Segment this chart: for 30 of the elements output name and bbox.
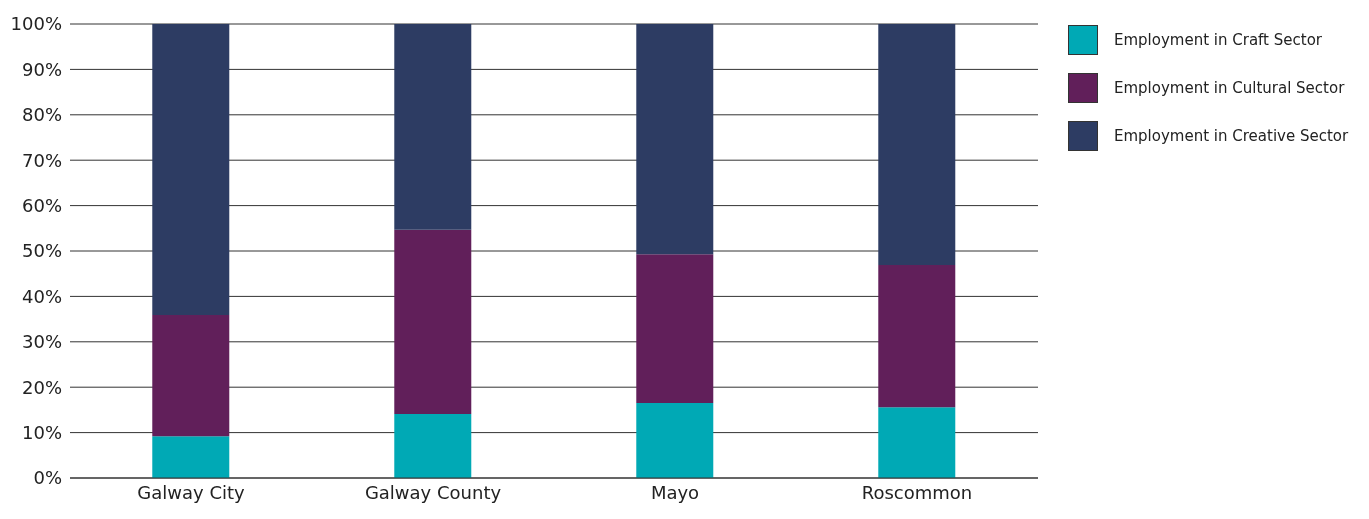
legend-label: Employment in Cultural Sector: [1114, 79, 1345, 97]
bar: [394, 229, 472, 414]
x-tick-label: Galway County: [364, 481, 502, 503]
y-tick-label: 70%: [21, 149, 62, 171]
x-tick-label: Galway City: [137, 481, 246, 503]
bar: [878, 407, 956, 478]
y-tick-label: 30%: [21, 331, 62, 353]
x-tick-label: Roscommon: [861, 481, 973, 503]
y-tick-label: 0%: [33, 467, 62, 489]
bar: [636, 24, 714, 255]
x-tick-label: Mayo: [650, 481, 700, 503]
legend-label: Employment in Creative Sector: [1114, 127, 1349, 145]
bar: [152, 436, 230, 478]
bar: [636, 254, 714, 404]
y-tick-label: 60%: [21, 194, 62, 216]
bar: [152, 315, 230, 437]
bar: [636, 403, 714, 478]
y-tick-label: 100%: [10, 13, 62, 35]
y-tick-label: 50%: [21, 240, 62, 262]
bar: [394, 413, 472, 478]
legend-label: Employment in Craft Sector: [1114, 31, 1322, 49]
bar: [878, 24, 956, 266]
y-tick-label: 90%: [21, 58, 62, 80]
y-tick-label: 20%: [21, 376, 62, 398]
y-tick-label: 40%: [21, 285, 62, 307]
y-tick-label: 80%: [21, 104, 62, 126]
bar: [878, 265, 956, 408]
bar: [152, 24, 230, 316]
y-tick-label: 10%: [21, 421, 62, 443]
bar: [394, 24, 472, 230]
